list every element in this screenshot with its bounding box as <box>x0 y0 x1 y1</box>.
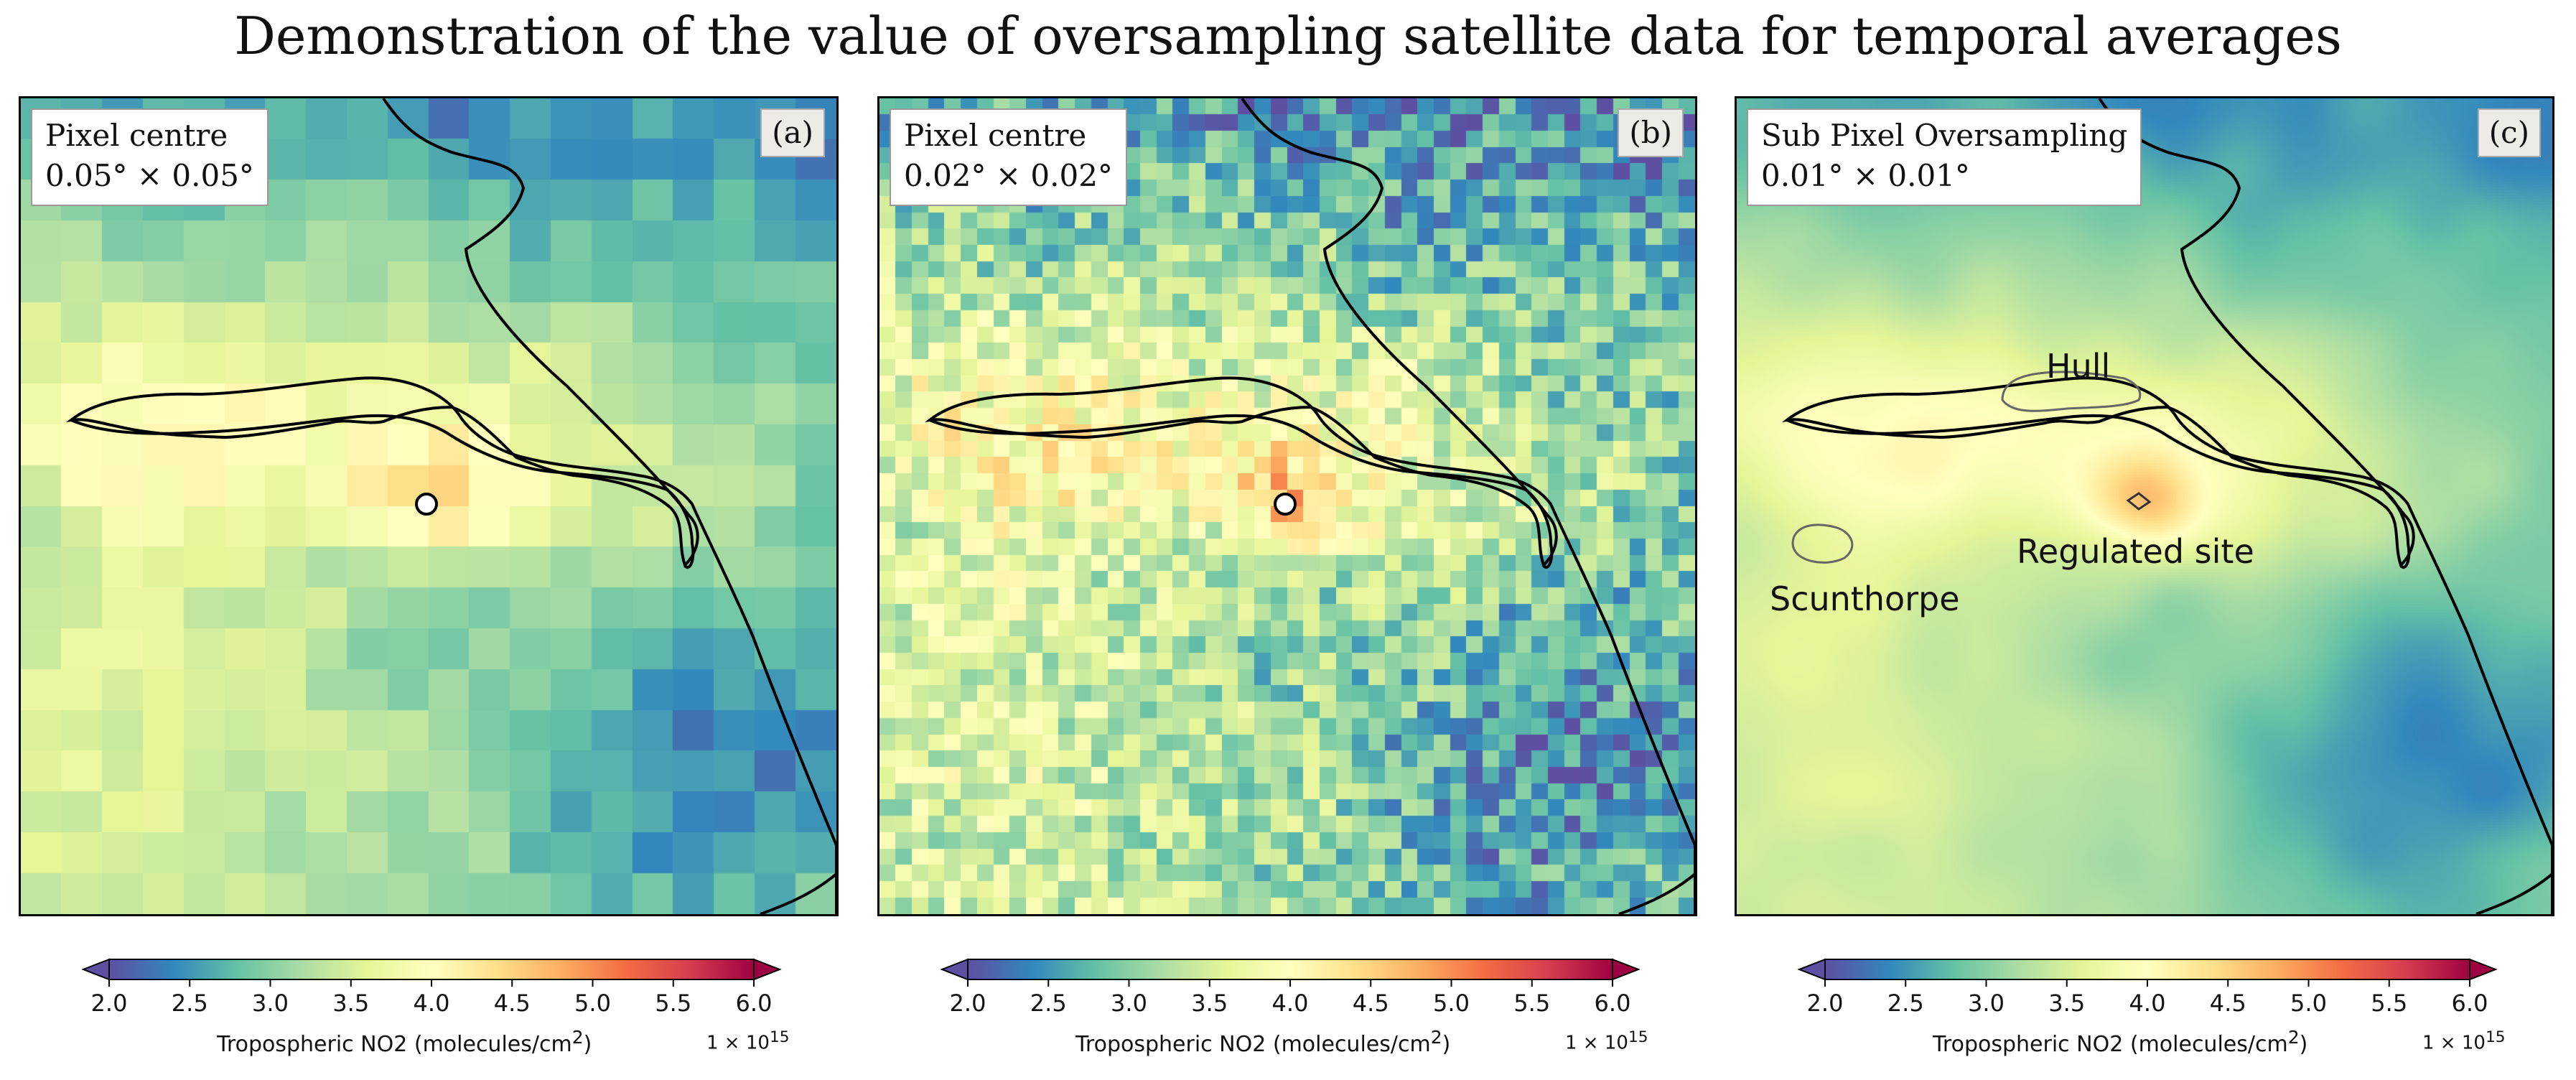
colorbar-extend-min <box>1797 958 1826 981</box>
colorbar-extend-min <box>940 958 969 981</box>
colorbar-tick-label: 6.0 <box>1595 990 1631 1017</box>
colorbar-extend-max <box>1612 958 1641 981</box>
colorbar-extend-max <box>2469 958 2498 981</box>
panel-tag-c: (c) <box>2477 108 2541 157</box>
map-panel-b: Pixel centre 0.02° × 0.02° (b) <box>877 96 1697 916</box>
colorbar-gradient <box>108 959 755 980</box>
colorbar-gradient <box>967 959 1613 980</box>
colorbar-label-c: Tropospheric NO2 (molecules/cm2) <box>1933 1027 2308 1057</box>
colorbar-tick-label: 4.0 <box>414 990 450 1017</box>
label-line2-b: 0.02° × 0.02° <box>904 158 1113 193</box>
colorbar-tick-label: 5.5 <box>2371 990 2407 1017</box>
colorbar-tick-label: 2.5 <box>172 990 208 1017</box>
colorbar-tick-label: 3.5 <box>2048 990 2085 1017</box>
panel-tag-b: (b) <box>1618 108 1684 157</box>
colorbar-tick-label: 5.5 <box>1513 990 1550 1017</box>
label-line1-b: Pixel centre <box>904 118 1087 153</box>
map-panel-a: Pixel centre 0.05° × 0.05° (a) <box>19 96 839 916</box>
colorbar-scale-a: 1 × 1015 <box>706 1028 790 1054</box>
colorbar-a: 2.0 2.5 3.0 3.5 4.0 4.5 5.0 5.5 6.0 Tropospheric… <box>19 941 839 1080</box>
colorbar-extend-min <box>81 958 110 981</box>
scunthorpe-outline <box>1791 523 1854 564</box>
label-line2-a: 0.05° × 0.05° <box>45 158 254 193</box>
colorbar-tick-label: 6.0 <box>2452 990 2488 1017</box>
panel-tag-a: (a) <box>760 108 825 157</box>
colorbar-tick-label: 2.0 <box>950 990 986 1017</box>
label-line1-a: Pixel centre <box>45 118 228 153</box>
colorbar-tick-label: 5.0 <box>574 990 611 1017</box>
colorbar-tick-label: 3.0 <box>1968 990 2005 1017</box>
colorbar-tick-label: 2.0 <box>1807 990 1844 1017</box>
place-label-scunthorpe: Scunthorpe <box>1770 579 1960 618</box>
label-line2-c: 0.01° × 0.01° <box>1761 158 1970 193</box>
label-line1-c: Sub Pixel Oversampling <box>1761 118 2128 153</box>
colorbar-graphic-a: 2.0 2.5 3.0 3.5 4.0 4.5 5.0 5.5 6.0 <box>81 958 782 1017</box>
resolution-label-a: Pixel centre 0.05° × 0.05° <box>31 108 269 206</box>
colorbar-tick-label: 4.5 <box>1353 990 1389 1017</box>
place-label-regulated-site: Regulated site <box>2017 532 2254 571</box>
resolution-label-b: Pixel centre 0.02° × 0.02° <box>890 108 1127 206</box>
figure-title: Demonstration of the value of oversampli… <box>234 6 2342 66</box>
hull-outline <box>2001 371 2142 412</box>
colorbar-tick-label: 4.0 <box>2129 990 2166 1017</box>
colorbar-tick-label: 4.5 <box>494 990 531 1017</box>
map-panel-c: Sub Pixel Oversampling 0.01° × 0.01° (c)… <box>1735 96 2554 916</box>
regulated-site-marker-a <box>415 493 438 516</box>
colorbar-tick-label: 5.0 <box>2290 990 2327 1017</box>
place-label-hull: Hull <box>2046 347 2111 386</box>
colorbar-tick-label: 3.5 <box>332 990 369 1017</box>
colorbar-tick-label: 3.5 <box>1191 990 1228 1017</box>
colorbar-gradient <box>1824 959 2470 980</box>
resolution-label-c: Sub Pixel Oversampling 0.01° × 0.01° <box>1747 108 2142 206</box>
colorbar-graphic-b: 2.0 2.5 3.0 3.5 4.0 4.5 5.0 5.5 6.0 <box>940 958 1641 1017</box>
colorbar-tick-label: 3.0 <box>1111 990 1147 1017</box>
colorbar-tick-label: 6.0 <box>736 990 773 1017</box>
colorbar-tick-label: 2.5 <box>1030 990 1067 1017</box>
colorbar-tick-label: 5.0 <box>1433 990 1470 1017</box>
regulated-site-marker-b <box>1274 493 1297 516</box>
coastline-a <box>65 98 836 914</box>
coastline-b <box>924 98 1695 914</box>
colorbar-tick-label: 4.0 <box>1272 990 1309 1017</box>
colorbar-c: 2.0 2.5 3.0 3.5 4.0 4.5 5.0 5.5 6.0 Tropospheric… <box>1735 941 2554 1080</box>
colorbar-graphic-c: 2.0 2.5 3.0 3.5 4.0 4.5 5.0 5.5 6.0 <box>1797 958 2498 1017</box>
coastline-c <box>1781 98 2552 914</box>
colorbar-label-a: Tropospheric NO2 (molecules/cm2) <box>217 1027 592 1057</box>
colorbar-tick-label: 5.5 <box>655 990 691 1017</box>
colorbar-label-b: Tropospheric NO2 (molecules/cm2) <box>1075 1027 1451 1057</box>
colorbar-scale-b: 1 × 1015 <box>1565 1028 1648 1054</box>
colorbar-tick-label: 4.5 <box>2210 990 2246 1017</box>
colorbar-tick-label: 2.0 <box>91 990 128 1017</box>
regulated-site-outline <box>2126 492 2152 511</box>
colorbar-tick-label: 3.0 <box>252 990 289 1017</box>
colorbar-b: 2.0 2.5 3.0 3.5 4.0 4.5 5.0 5.5 6.0 Tropospheric… <box>877 941 1697 1080</box>
colorbar-extend-max <box>753 958 782 981</box>
colorbar-tick-label: 2.5 <box>1887 990 1924 1017</box>
colorbar-scale-c: 1 × 1015 <box>2422 1028 2506 1054</box>
